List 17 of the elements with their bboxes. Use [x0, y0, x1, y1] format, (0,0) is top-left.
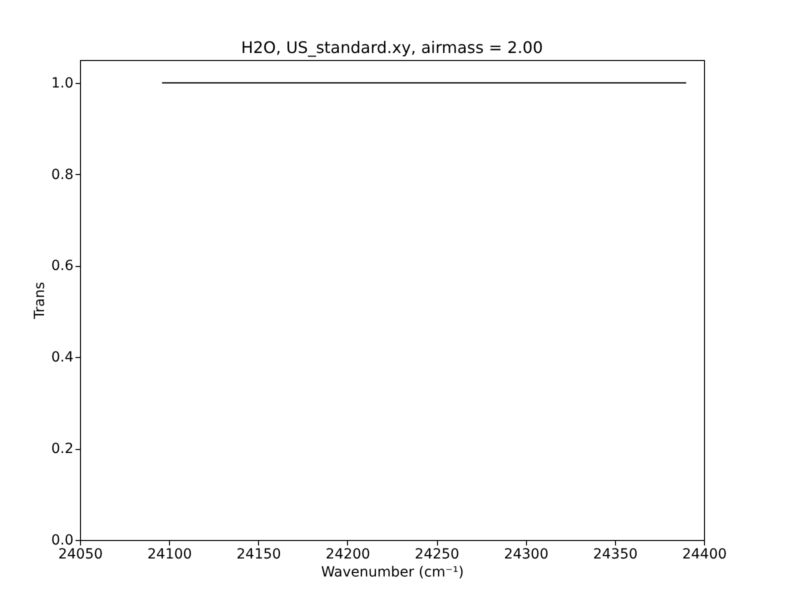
x-axis-title: Wavenumber (cm⁻¹) [321, 564, 464, 580]
x-tick-label: 24250 [414, 546, 460, 562]
x-tick-label: 24300 [504, 546, 548, 562]
y-tick-label: 0.6 [51, 258, 74, 274]
chart-title: H2O, US_standard.xy, airmass = 2.00 [241, 38, 543, 57]
x-tick-label: 24350 [593, 546, 638, 562]
x-tick-label: 24050 [58, 546, 103, 562]
x-tick-label: 24150 [236, 546, 282, 562]
y-tick-label: 0.8 [51, 166, 74, 183]
x-tick-label: 24100 [147, 546, 192, 562]
y-tick-label: 0.0 [51, 532, 74, 548]
y-tick-label: 0.4 [51, 350, 74, 366]
y-tick-label: 0.2 [51, 441, 74, 458]
x-tick-label: 24400 [682, 546, 727, 562]
y-tick-label: 1.0 [51, 75, 74, 92]
y-axis-title: Trans [32, 282, 48, 320]
x-tick-label: 24200 [326, 546, 370, 562]
